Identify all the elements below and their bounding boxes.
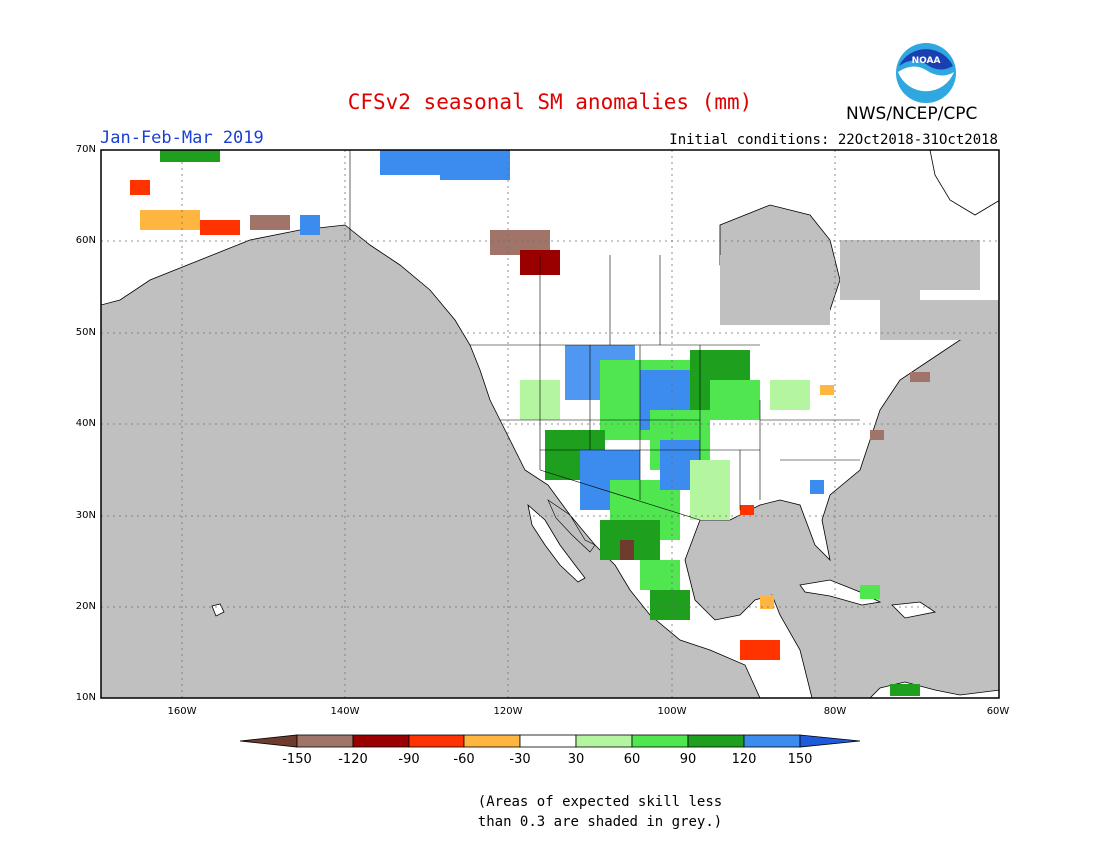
logo-text: NOAA [912,56,941,66]
colorbar-label: -60 [453,752,475,767]
colorbar-label: 120 [731,752,757,767]
colorbar-label: -120 [338,752,368,767]
lat-label: 50N [75,327,96,338]
forecast-period: Jan-Feb-Mar 2019 [100,128,264,148]
colorbar-swatch [575,734,633,748]
colorbar-label: -30 [509,752,531,767]
agency-label: NWS/NCEP/CPC [846,104,978,124]
lat-label: 30N [75,510,96,521]
lat-label: 20N [75,601,96,612]
lat-label: 40N [75,418,96,429]
baja-california [527,503,586,583]
skill-note: (Areas of expected skill less than 0.3 a… [420,792,780,832]
colorbar-label: -150 [282,752,312,767]
lat-label: 60N [75,235,96,246]
colorbar-swatch [463,734,521,748]
map-frame [100,149,1000,699]
lon-label: 160W [167,706,197,717]
colorbar-right-arrow [799,734,861,748]
graticule [101,150,999,698]
colorbar-swatch [296,734,354,748]
colorbar-label: 60 [623,752,641,767]
political-boundaries [349,150,860,521]
colorbar [239,734,861,748]
colorbar-label: 150 [787,752,813,767]
colorbar-swatch [352,734,410,748]
lat-label: 70N [75,144,96,155]
colorbar-label: 30 [567,752,585,767]
lon-label: 120W [493,706,523,717]
low-skill-shading [720,240,999,340]
lon-label: 140W [330,706,360,717]
noaa-logo: NOAA [896,43,956,103]
colorbar-label: -90 [398,752,420,767]
initial-conditions: Initial conditions: 22Oct2018-31Oct2018 [669,132,998,148]
colorbar-swatch [519,734,577,748]
colorbar-swatch [408,734,465,748]
map-title: CFSv2 seasonal SM anomalies (mm) [347,90,753,114]
colorbar-swatch [687,734,745,748]
colorbar-label: 90 [679,752,697,767]
greenland [929,150,999,216]
lat-label: 10N [75,692,96,703]
hispaniola [891,601,937,619]
colorbar-swatch [743,734,801,748]
skill-note-line2: than 0.3 are shaded in grey.) [477,814,723,830]
lon-label: 80W [823,706,847,717]
skill-note-line1: (Areas of expected skill less [477,794,723,810]
gulf-of-california [547,499,596,553]
colorbar-left-arrow [239,734,298,748]
lon-label: 60W [986,706,1010,717]
colorbar-swatch [631,734,689,748]
lon-label: 100W [657,706,687,717]
